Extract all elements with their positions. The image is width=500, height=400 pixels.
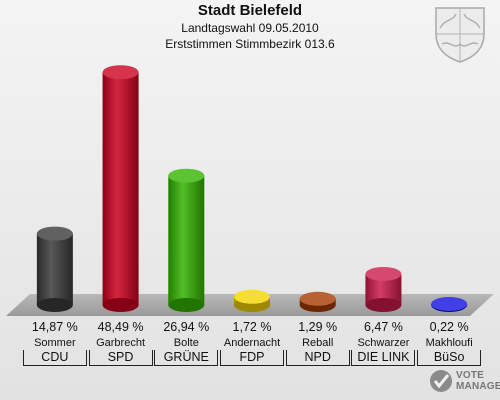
watermark-line2: MANAGER bbox=[456, 381, 500, 392]
party-label: DIE LINK bbox=[351, 350, 416, 366]
value-label: 48,49 % bbox=[98, 320, 144, 334]
bar-top bbox=[102, 65, 139, 80]
label-column: Makhloufi BüSo bbox=[417, 337, 482, 366]
candidate-label: Andernacht bbox=[223, 337, 281, 349]
chart-subtitle-district: Erststimmen Stimmbezirk 013.6 bbox=[165, 37, 335, 51]
candidate-label: Makhloufi bbox=[425, 337, 473, 349]
label-column: Bolte GRÜNE bbox=[154, 337, 219, 366]
value-label: 6,47 % bbox=[364, 320, 403, 334]
vote-manager-logo-icon bbox=[430, 370, 452, 392]
candidate-label: Sommer bbox=[34, 337, 76, 349]
bar-spd bbox=[102, 65, 139, 312]
bar-top bbox=[168, 168, 205, 183]
bar-büso bbox=[431, 296, 468, 312]
bar-base bbox=[36, 298, 73, 312]
value-label: 26,94 % bbox=[163, 320, 209, 334]
candidate-party-labels: Sommer CDU Garbrecht SPD Bolte GRÜNE Andernach… bbox=[0, 337, 500, 373]
value-label: 1,72 % bbox=[233, 320, 272, 334]
bar-base bbox=[102, 298, 139, 312]
candidate-label: Bolte bbox=[173, 337, 199, 349]
bar-top bbox=[299, 291, 336, 306]
bar-base bbox=[168, 298, 205, 312]
bar-base bbox=[365, 298, 402, 312]
party-label: SPD bbox=[88, 350, 153, 366]
bar-npd bbox=[299, 291, 336, 312]
chart-subtitle-election: Landtagswahl 09.05.2010 bbox=[181, 21, 319, 35]
bar-fdp bbox=[234, 289, 270, 312]
bar-top bbox=[365, 266, 402, 281]
party-label: GRÜNE bbox=[154, 350, 219, 366]
bar-body bbox=[168, 175, 205, 305]
bar-grüne bbox=[168, 168, 205, 312]
bar-cdu bbox=[36, 226, 73, 312]
bar-top bbox=[36, 226, 73, 241]
party-label: CDU bbox=[22, 350, 87, 366]
label-column: Reball NPD bbox=[285, 337, 350, 366]
label-column: Sommer CDU bbox=[22, 337, 87, 366]
bar-top bbox=[431, 296, 468, 311]
bar-top bbox=[234, 289, 270, 304]
party-label: FDP bbox=[220, 350, 284, 366]
value-label: 0,22 % bbox=[430, 320, 469, 334]
value-label: 14,87 % bbox=[32, 320, 78, 334]
watermark-line1: VOTE bbox=[456, 370, 485, 381]
label-column: Garbrecht SPD bbox=[88, 337, 153, 366]
label-column: Andernacht FDP bbox=[220, 337, 284, 366]
value-label: 1,29 % bbox=[298, 320, 337, 334]
coat-of-arms-icon bbox=[435, 7, 485, 63]
party-label: NPD bbox=[285, 350, 350, 366]
label-column: Schwarzer DIE LINK bbox=[351, 337, 416, 366]
candidate-label: Reball bbox=[302, 337, 334, 349]
party-label: BüSo bbox=[417, 350, 482, 366]
candidate-label: Schwarzer bbox=[357, 337, 410, 349]
bar-body bbox=[36, 233, 73, 305]
vote-manager-watermark: VOTE MANAGER bbox=[426, 364, 500, 400]
chart-title: Stadt Bielefeld bbox=[197, 2, 303, 19]
bar-die-linke bbox=[365, 266, 402, 312]
chart-header: Stadt Bielefeld Landtagswahl 09.05.2010 … bbox=[0, 2, 500, 52]
bar-body bbox=[102, 72, 139, 305]
candidate-label: Garbrecht bbox=[96, 337, 146, 349]
